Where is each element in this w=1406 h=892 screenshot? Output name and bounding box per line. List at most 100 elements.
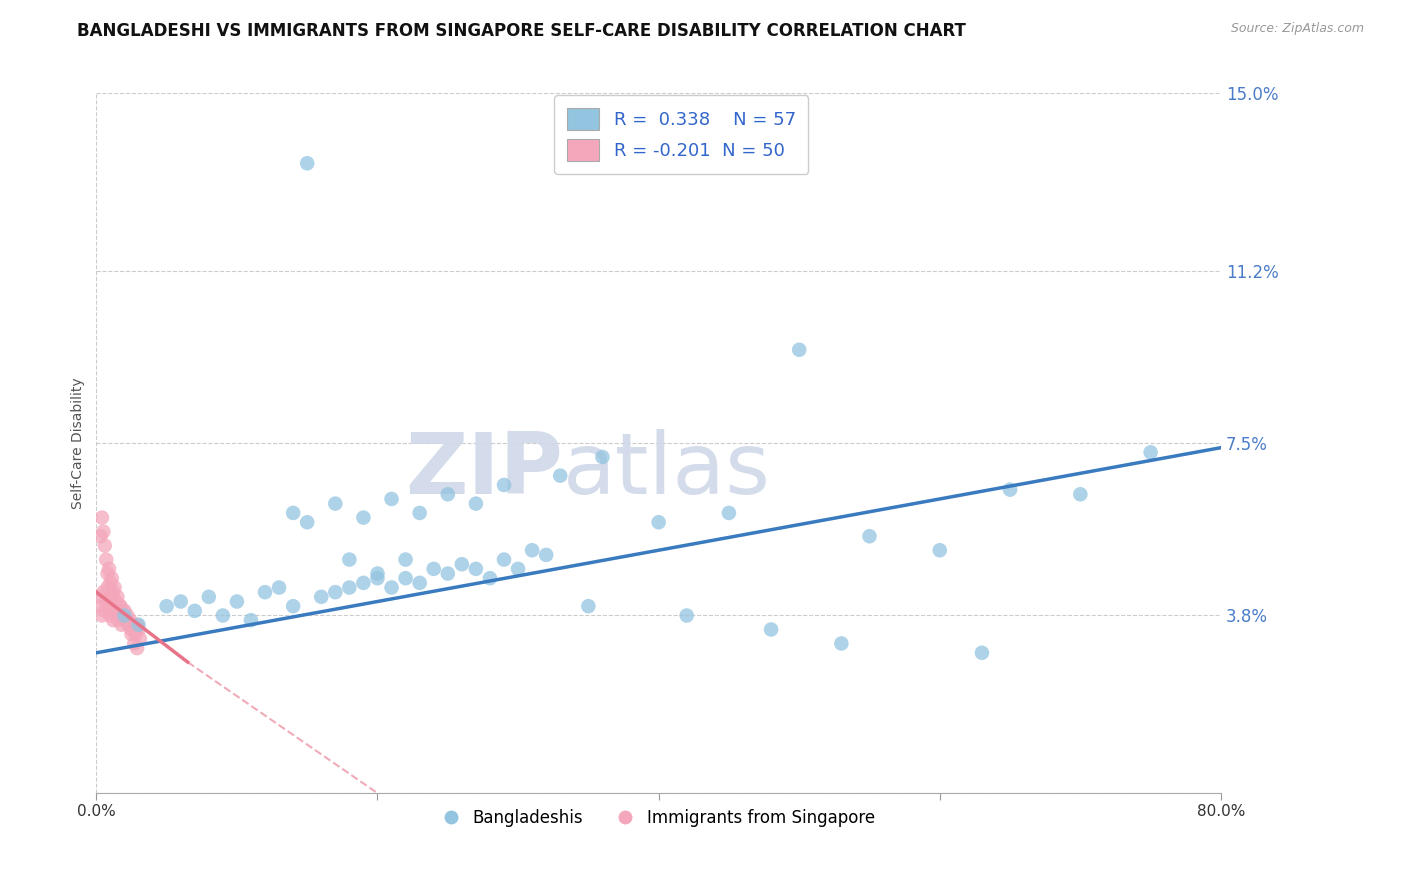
Point [464,562,486,576]
Point [107,590,129,604]
Point [105,594,128,608]
Point [281,599,304,614]
Point [422,562,444,576]
Point [366,571,388,585]
Point [127,617,149,632]
Point [478,571,501,585]
Text: BANGLADESHI VS IMMIGRANTS FROM SINGAPORE SELF-CARE DISABILITY CORRELATION CHART: BANGLADESHI VS IMMIGRANTS FROM SINGAPORE… [77,22,966,40]
Point [534,548,557,562]
Point [98,562,121,576]
Point [647,515,669,529]
Point [717,506,740,520]
Point [105,604,128,618]
Point [128,617,150,632]
Point [998,483,1021,497]
Point [366,566,388,581]
Point [240,613,263,627]
Point [104,581,127,595]
Point [114,604,136,618]
Point [408,506,430,520]
Point [93,585,115,599]
Point [97,566,120,581]
Point [492,478,515,492]
Point [90,590,112,604]
Point [787,343,810,357]
Point [1069,487,1091,501]
Point [394,571,416,585]
Point [104,594,127,608]
Point [450,558,472,572]
Point [112,604,135,618]
Point [122,617,145,632]
Point [380,491,402,506]
Point [117,608,139,623]
Point [576,599,599,614]
Point [115,613,138,627]
Point [96,552,118,566]
Point [103,585,125,599]
Point [295,156,318,170]
Point [94,539,117,553]
Point [591,450,613,464]
Point [100,575,122,590]
Point [112,608,135,623]
Point [90,529,112,543]
Point [127,641,149,656]
Point [928,543,950,558]
Point [323,497,346,511]
Point [100,608,122,623]
Point [91,510,114,524]
Point [492,552,515,566]
Point [1139,445,1161,459]
Point [101,590,124,604]
Point [269,581,291,595]
Point [124,636,146,650]
Text: ZIP: ZIP [405,429,562,513]
Point [121,627,143,641]
Point [408,575,430,590]
Point [110,599,132,614]
Point [94,604,117,618]
Point [436,566,458,581]
Point [323,585,346,599]
Point [121,623,143,637]
Point [115,613,138,627]
Point [394,552,416,566]
Point [124,623,146,637]
Point [226,594,249,608]
Text: Source: ZipAtlas.com: Source: ZipAtlas.com [1230,22,1364,36]
Point [675,608,697,623]
Point [858,529,880,543]
Point [352,575,374,590]
Point [506,562,529,576]
Point [464,497,486,511]
Point [125,627,148,641]
Point [129,632,152,646]
Point [98,599,121,614]
Point [156,599,179,614]
Point [830,636,852,650]
Point [120,613,142,627]
Point [380,581,402,595]
Point [254,585,277,599]
Point [108,613,131,627]
Point [93,524,115,539]
Point [170,594,193,608]
Point [309,590,332,604]
Point [281,506,304,520]
Point [103,613,125,627]
Point [548,468,571,483]
Point [89,599,111,614]
Point [337,552,360,566]
Point [101,571,124,585]
Point [352,510,374,524]
Point [118,617,141,632]
Point [212,608,235,623]
Point [114,608,136,623]
Y-axis label: Self-Care Disability: Self-Care Disability [72,377,86,508]
Point [436,487,458,501]
Point [118,617,141,632]
Point [520,543,543,558]
Point [91,608,114,623]
Point [295,515,318,529]
